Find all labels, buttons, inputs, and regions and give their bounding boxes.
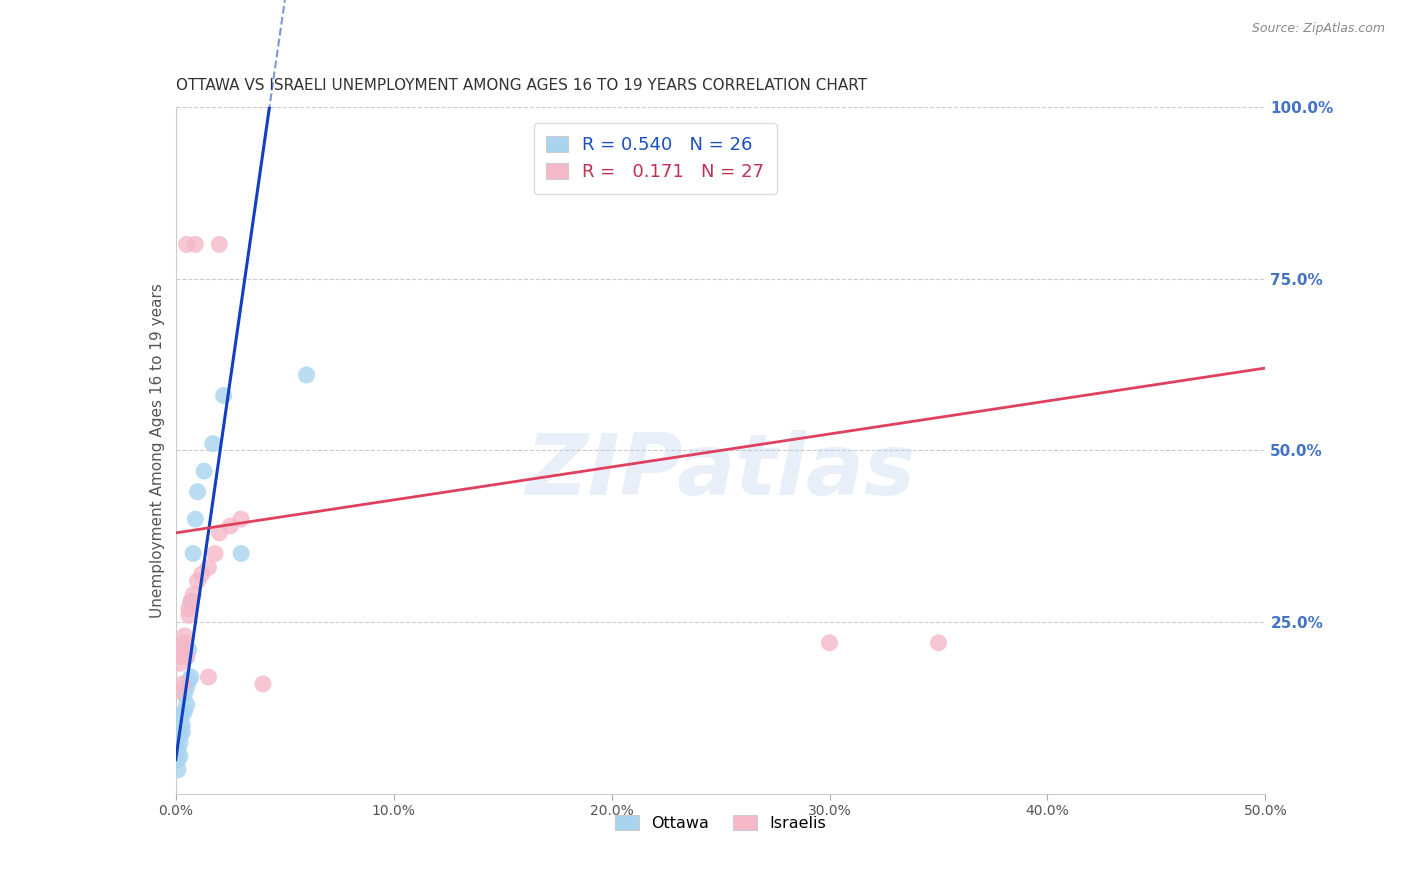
Point (219, 519, 242, 533)
Point (212, 388, 235, 402)
Point (231, 512, 253, 526)
Point (176, 681, 198, 695)
Point (197, 670, 219, 684)
Point (173, 687, 195, 701)
Point (169, 729, 191, 743)
Text: Source: ZipAtlas.com: Source: ZipAtlas.com (1251, 22, 1385, 36)
Point (208, 525, 231, 540)
Point (169, 735, 191, 749)
Y-axis label: Unemployment Among Ages 16 to 19 years: Unemployment Among Ages 16 to 19 years (149, 283, 165, 618)
Point (176, 237, 198, 252)
Point (169, 657, 191, 671)
Point (172, 642, 194, 657)
Point (169, 749, 191, 764)
Point (818, 636, 841, 650)
Point (173, 636, 195, 650)
Point (928, 636, 950, 650)
Point (201, 436, 224, 450)
Point (167, 742, 190, 756)
Point (191, 567, 214, 582)
Point (167, 763, 190, 777)
Point (208, 237, 231, 252)
Point (295, 368, 318, 382)
Point (180, 594, 202, 608)
Point (173, 705, 195, 719)
Point (184, 237, 207, 252)
Point (180, 594, 202, 608)
Point (177, 642, 200, 657)
Point (181, 546, 204, 561)
Point (193, 464, 215, 478)
Point (167, 753, 190, 767)
Point (184, 512, 207, 526)
Point (204, 546, 226, 561)
Point (177, 601, 200, 615)
Point (176, 698, 198, 712)
Point (177, 608, 200, 623)
Point (231, 546, 253, 561)
Text: OTTAWA VS ISRAELI UNEMPLOYMENT AMONG AGES 16 TO 19 YEARS CORRELATION CHART: OTTAWA VS ISRAELI UNEMPLOYMENT AMONG AGE… (176, 78, 868, 94)
Point (172, 707, 194, 722)
Text: ZIPatlas: ZIPatlas (526, 430, 915, 513)
Point (186, 484, 209, 499)
Point (181, 588, 204, 602)
Point (176, 649, 198, 664)
Point (172, 677, 194, 691)
Point (177, 673, 200, 688)
Point (172, 718, 194, 732)
Point (169, 649, 191, 664)
Point (197, 560, 219, 574)
Point (172, 725, 194, 739)
Point (180, 670, 202, 684)
Legend: Ottawa, Israelis: Ottawa, Israelis (609, 809, 832, 838)
Point (176, 649, 198, 664)
Point (252, 677, 274, 691)
Point (186, 574, 209, 588)
Point (167, 683, 190, 698)
Point (173, 629, 195, 643)
